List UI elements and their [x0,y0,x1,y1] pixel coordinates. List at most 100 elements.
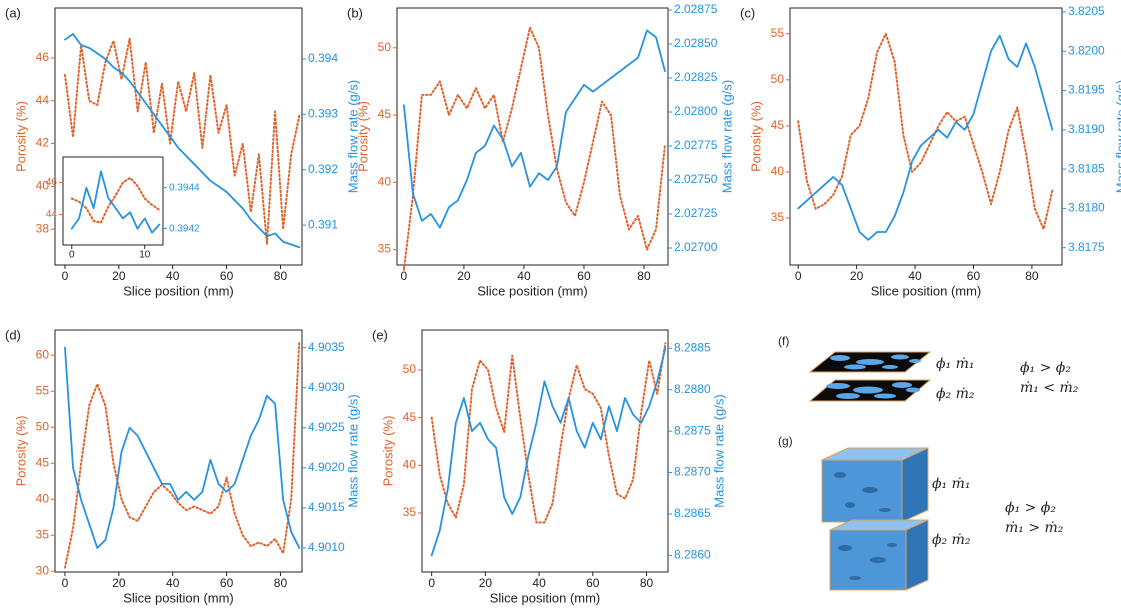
x-tick-label: 60 [967,269,981,283]
y-tick-label: 55 [771,26,785,40]
x-tick-label: 20 [850,269,864,283]
y-tick-label: 35 [403,505,417,519]
series-line [797,32,1054,231]
x-tick-label: 80 [274,576,288,590]
series-line [63,339,301,569]
y2-axis-title: Mass flow rate (g/s) [1113,80,1121,193]
diagram-f: (f) ϕ₁ ṁ₁ ϕ₂ ṁ₂ ϕ₁ > ϕ₂ ṁ₁ < ṁ₂ [778,334,1079,402]
panel-label: (b) [347,5,363,20]
y2-tick-label: 8.2880 [674,382,711,396]
y-tick-label: 40 [36,179,50,193]
y2-tick-label: 2.02700 [674,240,718,254]
x-axis-title: Slice position (mm) [477,283,588,298]
y-tick-label: 46 [46,177,58,188]
x-tick-label: 20 [112,576,126,590]
y2-tick-label: 3.8190 [1068,122,1105,136]
series-line [402,26,666,271]
y-tick-label: 45 [771,118,785,132]
y2-tick-label: 4.9025 [308,420,345,434]
y2-tick-label: 4.9035 [308,340,345,354]
series-line [403,29,666,229]
x-tick-label: 0 [795,269,802,283]
x-tick-label: 40 [166,269,180,283]
y-tick-label: 38 [36,221,50,235]
series-line [70,170,161,234]
cube-side [901,447,929,523]
x-tick-label: 10 [139,250,151,261]
x-tick-label: 40 [166,576,180,590]
y2-axis-title: Mass flow rate (g/s) [711,394,726,507]
y2-tick-label: 4.9020 [308,460,345,474]
series-line [63,37,301,246]
x-tick-label: 60 [577,269,591,283]
y2-tick-label: 2.02825 [674,70,718,84]
y-tick-label: 45 [403,410,417,424]
y2-tick-label: 0.394 [308,51,338,65]
panel: 0 20 40 60 80 35 40 45 50 55 3.8175 3.8180 3.8185 3.8… [740,4,1121,298]
series-line [70,176,161,224]
series-line [430,347,667,557]
x-tick-label: 0 [62,576,69,590]
x-tick-label: 0 [401,269,408,283]
y2-tick-label: 8.2860 [674,548,711,562]
y2-tick-label: 0.391 [308,217,338,231]
y2-tick-label: 0.393 [308,107,338,121]
panel-label: (d) [5,327,21,342]
y2-tick-label: 3.8205 [1068,4,1105,18]
relation: ϕ₁ > ϕ₂ [1020,360,1071,376]
x-tick-label: 20 [112,269,126,283]
y2-tick-label: 3.8195 [1068,83,1105,97]
plot-frame [54,329,303,573]
y-tick-label: 30 [36,563,50,577]
layer-label: ϕ₁ ṁ₁ [936,356,975,372]
y-tick-label: 44 [36,93,50,107]
x-tick-label: 20 [479,576,493,590]
relation: ϕ₁ > ϕ₂ [1005,500,1056,516]
y2-axis-title: Mass flow rate (g/s) [719,80,734,193]
x-tick-label: 60 [220,269,234,283]
y2-tick-label: 3.8200 [1068,43,1105,57]
relation: ṁ₁ > ṁ₂ [1005,520,1064,536]
y2-tick-label: 8.2870 [674,465,711,479]
y2-tick-label: 2.02800 [674,104,718,118]
x-tick-label: 40 [532,576,546,590]
panel: 0 20 40 60 80 35 40 45 50 2.02700 2.02725 2.02750 2.… [347,2,734,298]
y2-tick-label: 8.2875 [674,423,711,437]
y-tick-label: 45 [36,455,50,469]
y2-tick-label: 3.8185 [1068,161,1105,175]
cube-side [905,519,929,591]
y2-tick-label: 4.9030 [308,380,345,394]
y2-tick-label: 0.392 [308,162,338,176]
y-tick-label: 45 [378,107,392,121]
y-tick-label: 35 [36,527,50,541]
x-axis-title: Slice position (mm) [490,590,601,605]
layer-label: ϕ₁ ṁ₁ [932,476,971,492]
y2-tick-label: 2.02750 [674,172,718,186]
x-tick-label: 0 [69,250,75,261]
x-tick-label: 80 [637,269,651,283]
y2-axis-title: Mass flow rate (g/s) [345,394,360,507]
panel-label: (f) [778,334,789,348]
series-line [64,33,301,249]
y2-tick-label: 2.02850 [674,36,718,50]
x-axis-title: Slice position (mm) [871,283,982,298]
x-tick-label: 80 [640,576,654,590]
panel-label: (e) [372,327,388,342]
panel: 0 20 40 60 80 35 40 45 50 8.2860 8.2865 8.2870 8.287… [372,327,726,605]
cube-texture [834,472,897,580]
layer-label: ϕ₂ ṁ₂ [932,532,971,548]
diagram-g: (g) ϕ₁ ṁ₁ ϕ₂ ṁ₂ ϕ₁ > ϕ₂ ṁ₁ > ṁ₂ [778,434,1064,591]
panel-label: (a) [5,5,21,20]
series-line [64,346,301,549]
y-tick-label: 60 [36,347,50,361]
x-tick-label: 80 [274,269,288,283]
x-tick-label: 60 [586,576,600,590]
pores-bottom [826,382,920,399]
panel: 0 10 44 46 0.3942 0.3944 [46,156,200,261]
y2-tick-label: 0.3944 [169,182,200,193]
y2-tick-label: 2.02725 [674,206,718,220]
pores-top [830,354,921,370]
y-tick-label: 44 [46,209,58,220]
y-axis-title: Porosity (%) [13,416,28,487]
y2-tick-label: 4.9010 [308,540,345,554]
